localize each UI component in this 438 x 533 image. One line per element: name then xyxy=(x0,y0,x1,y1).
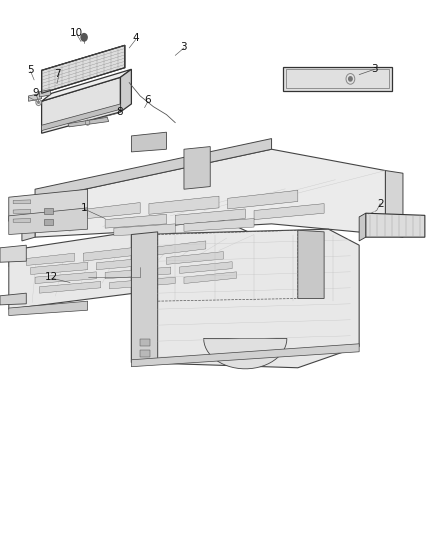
Text: 1: 1 xyxy=(81,203,88,213)
Polygon shape xyxy=(110,277,175,289)
Bar xyxy=(44,208,53,214)
Polygon shape xyxy=(42,104,120,131)
Polygon shape xyxy=(149,196,219,214)
Polygon shape xyxy=(13,200,31,204)
Polygon shape xyxy=(105,214,166,228)
Polygon shape xyxy=(149,241,206,256)
Circle shape xyxy=(349,77,352,81)
Polygon shape xyxy=(39,281,101,293)
Bar xyxy=(140,350,150,357)
Polygon shape xyxy=(366,213,425,237)
Polygon shape xyxy=(35,139,272,200)
Polygon shape xyxy=(9,301,88,316)
Polygon shape xyxy=(359,213,366,241)
Polygon shape xyxy=(9,208,88,235)
Polygon shape xyxy=(175,209,245,225)
Polygon shape xyxy=(184,219,254,231)
Polygon shape xyxy=(254,204,324,220)
Polygon shape xyxy=(26,253,74,265)
Polygon shape xyxy=(42,77,120,133)
Polygon shape xyxy=(228,190,298,209)
Text: 9: 9 xyxy=(32,88,39,98)
Polygon shape xyxy=(13,219,31,222)
Polygon shape xyxy=(31,262,88,274)
Text: 3: 3 xyxy=(180,42,187,52)
Polygon shape xyxy=(131,344,359,367)
Polygon shape xyxy=(283,67,392,91)
Polygon shape xyxy=(9,189,88,221)
Polygon shape xyxy=(166,252,223,264)
Text: 8: 8 xyxy=(116,107,123,117)
Circle shape xyxy=(38,101,39,103)
Text: 4: 4 xyxy=(132,34,139,43)
Text: 2: 2 xyxy=(377,199,384,208)
Polygon shape xyxy=(42,69,131,101)
Polygon shape xyxy=(22,200,35,241)
Polygon shape xyxy=(0,293,26,305)
Text: 7: 7 xyxy=(53,69,60,78)
Polygon shape xyxy=(68,117,109,127)
Text: 6: 6 xyxy=(145,95,152,105)
Text: 12: 12 xyxy=(45,272,58,282)
Polygon shape xyxy=(131,229,359,368)
Polygon shape xyxy=(13,209,31,213)
Polygon shape xyxy=(88,203,140,219)
Polygon shape xyxy=(39,90,50,97)
Polygon shape xyxy=(35,272,96,284)
Text: 5: 5 xyxy=(27,66,34,75)
Circle shape xyxy=(81,34,87,41)
Polygon shape xyxy=(131,232,158,362)
Polygon shape xyxy=(28,93,42,101)
Polygon shape xyxy=(298,230,324,298)
Polygon shape xyxy=(204,338,287,369)
Polygon shape xyxy=(180,262,232,273)
Text: 3: 3 xyxy=(371,64,378,74)
Polygon shape xyxy=(9,219,254,309)
Polygon shape xyxy=(114,224,175,236)
Polygon shape xyxy=(105,267,171,279)
Bar xyxy=(140,339,150,346)
Polygon shape xyxy=(42,45,125,93)
Text: 10: 10 xyxy=(70,28,83,38)
Bar xyxy=(44,219,53,225)
Polygon shape xyxy=(83,247,140,261)
Polygon shape xyxy=(184,272,237,284)
Polygon shape xyxy=(184,147,210,189)
Polygon shape xyxy=(0,245,26,262)
Polygon shape xyxy=(131,132,166,152)
Polygon shape xyxy=(120,69,131,112)
Polygon shape xyxy=(385,171,403,237)
Polygon shape xyxy=(35,149,385,237)
Polygon shape xyxy=(96,257,158,270)
